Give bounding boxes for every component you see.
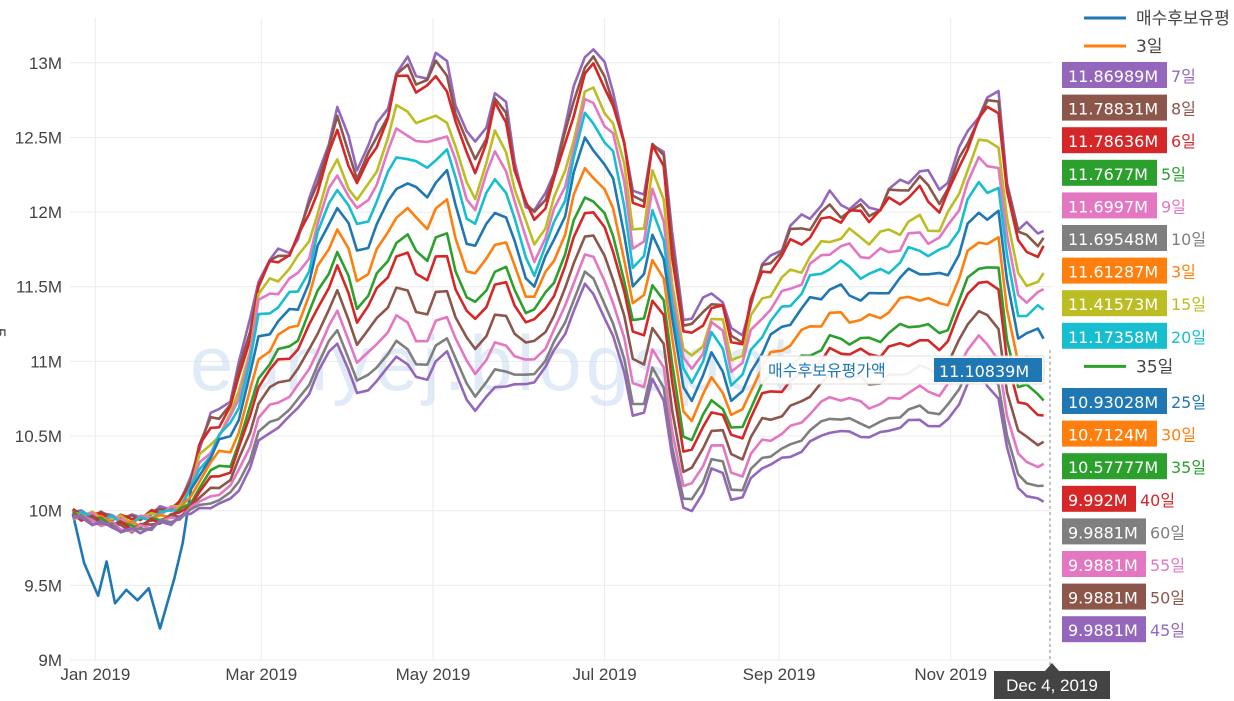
hover-label-value: 10.7124M: [1068, 426, 1148, 445]
hover-label-value: 10.57777M: [1068, 458, 1158, 477]
gridlines: [70, 18, 1052, 661]
x-tick-label: Sep 2019: [743, 665, 816, 684]
hover-label-value: 11.61287M: [1068, 263, 1158, 282]
hover-label-bg: [1062, 225, 1167, 251]
y-tick-label: 11M: [30, 352, 62, 371]
hover-label-value: 11.6997M: [1068, 197, 1148, 216]
hover-label-bg: [1062, 159, 1157, 186]
y-tick-label: 9.5M: [24, 576, 62, 595]
hover-label-bg: [1062, 94, 1167, 121]
x-tick-label: Mar 2019: [225, 665, 297, 684]
hover-label-bg: [1062, 420, 1157, 447]
legend-label: 3일: [1136, 37, 1162, 57]
y-tick-label: 10M: [29, 502, 62, 521]
hover-label-name: 6일: [1171, 132, 1196, 151]
hover-label-value: 11.86989M: [1068, 67, 1158, 86]
legend[interactable]: 매수후보유평 3일: [1084, 9, 1230, 57]
hover-label-name: 45일: [1150, 621, 1185, 640]
hover-label-bg: [1062, 62, 1167, 88]
hover-label-name: 60일: [1150, 523, 1185, 542]
date-pointer: [1045, 663, 1059, 671]
date-text: Dec 4, 2019: [1006, 676, 1098, 695]
hover-label-name: 40일: [1140, 491, 1175, 510]
y-tick-label: 11.5M: [16, 278, 62, 297]
hover-label-name: 7일: [1171, 67, 1196, 86]
hover-label-name: 10일: [1171, 230, 1206, 249]
legend-label: 매수후보유평: [1136, 9, 1230, 29]
series-line-4: [72, 86, 1045, 525]
hover-label-value: 9.992M: [1068, 491, 1128, 510]
hover-label-name: 30일: [1161, 426, 1196, 445]
hover-label-bg: [1062, 127, 1167, 154]
hover-label-name: 20일: [1171, 328, 1206, 347]
hover-label-name: 3일: [1171, 263, 1196, 282]
hover-label-bg: [1062, 453, 1167, 480]
y-axis-ticks: 9M 9.5M 10M 10.5M 11M 11.5M 12M 12.5M 13M: [15, 54, 62, 670]
hover-label-value: 11.78831M: [1068, 100, 1158, 119]
hover-label-name: 25일: [1171, 393, 1206, 412]
hover-legend-label: 35일: [1136, 357, 1173, 377]
hover-label-bg: [1062, 322, 1167, 349]
series-line-14: [72, 282, 1045, 535]
hover-label-bg: [1062, 192, 1157, 219]
hover-label-name: 35일: [1171, 458, 1206, 477]
series-line-13: [72, 270, 1044, 534]
y-tick-label: 13M: [29, 54, 62, 73]
hover-label-value: 11.78636M: [1068, 132, 1158, 151]
hover-label-value: 10.93028M: [1068, 393, 1158, 412]
series-line-3: [71, 62, 1045, 522]
hover-label-bg: [1062, 583, 1146, 610]
series-line-9: [71, 196, 1045, 530]
series-line-7: [71, 136, 1045, 630]
y-tick-label: 12.5M: [15, 128, 62, 147]
hover-label-bg: [1062, 518, 1146, 545]
hover-labels: 11.86989M 7일 11.78831M 8일 11.78636M 6일 11.7677…: [1062, 62, 1206, 643]
x-tick-label: Jan 2019: [60, 665, 130, 684]
series-line-10: [71, 211, 1044, 532]
y-axis-title-fragment: 5: [0, 328, 9, 337]
y-tick-label: 10.5M: [15, 427, 62, 446]
hover-label-name: 55일: [1150, 556, 1185, 575]
hover-label-bg: [1062, 257, 1167, 284]
y-tick-label: 12M: [29, 203, 62, 222]
hover-label-bg: [1062, 551, 1146, 577]
hover-label-bg: [1062, 616, 1146, 643]
hover-label-name: 8일: [1171, 100, 1196, 119]
hover-label-value: 11.17358M: [1068, 328, 1158, 347]
hover-label-value: 9.9881M: [1068, 621, 1138, 640]
hover-header-value: 11.10839M: [939, 362, 1029, 381]
hover-label-value: 9.9881M: [1068, 589, 1138, 608]
hover-label-name: 50일: [1150, 589, 1185, 608]
hover-header-value-bg: [934, 358, 1042, 382]
x-tick-label: Jul 2019: [572, 665, 636, 684]
series-line-5: [72, 97, 1045, 526]
x-tick-label: Nov 2019: [914, 665, 987, 684]
series-line-12: [72, 253, 1045, 533]
hover-label-bg: [1062, 485, 1136, 512]
series-line-8: [72, 166, 1045, 528]
date-bg: [994, 671, 1110, 699]
hover-header-label: 매수후보유평가액 11.10839M: [759, 355, 1045, 385]
hover-label-value: 9.9881M: [1068, 523, 1138, 542]
hover-label-bg: [1062, 388, 1167, 414]
hover-label-value: 11.41573M: [1068, 295, 1158, 314]
hover-label-value: 9.9881M: [1068, 556, 1138, 575]
hover-header-name: 매수후보유평가액: [768, 361, 886, 380]
hover-label-bg: [1062, 290, 1167, 317]
hover-label-value: 11.7677M: [1068, 165, 1148, 184]
y-tick-label: 9M: [38, 651, 62, 670]
hover-label-name: 5일: [1161, 165, 1186, 184]
hover-date-label: Dec 4, 2019: [994, 663, 1110, 699]
hover-label-name: 9일: [1161, 197, 1186, 216]
hover-label-value: 11.69548M: [1068, 230, 1158, 249]
x-tick-label: May 2019: [396, 665, 471, 684]
x-axis-ticks: Jan 2019 Mar 2019 May 2019 Jul 2019 Sep 2019…: [60, 665, 987, 684]
hover-label-name: 15일: [1171, 295, 1206, 314]
series-line-6: [72, 111, 1045, 525]
